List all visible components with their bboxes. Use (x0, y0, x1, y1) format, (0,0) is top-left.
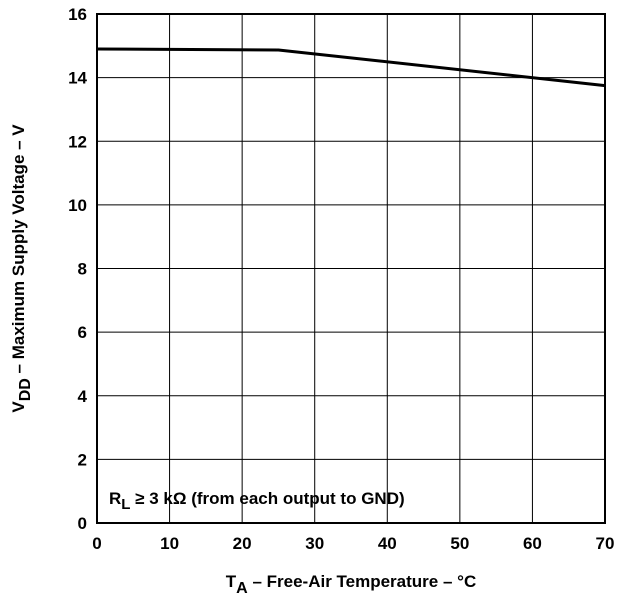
x-tick-label: 10 (160, 534, 179, 553)
series-layer (96, 47, 606, 88)
annotation-symbol: R (109, 489, 121, 508)
annotation-label: RL ≥ 3 kΩ (from each output to GND) (109, 489, 405, 513)
y-axis-text: – Maximum Supply Voltage – V (9, 124, 28, 378)
y-tick-label: 14 (68, 69, 87, 88)
x-tick-label: 40 (378, 534, 397, 553)
x-axis-title: TA – Free-Air Temperature – °C (226, 572, 476, 597)
y-axis-subscript: DD (17, 378, 34, 401)
y-tick-label: 10 (68, 196, 87, 215)
y-tick-label: 16 (68, 5, 87, 24)
y-tick-label: 6 (78, 323, 87, 342)
x-tick-label: 70 (596, 534, 615, 553)
x-axis-symbol: T (226, 572, 237, 591)
tick-labels: 0 10 20 30 40 50 60 70 0 2 4 6 8 10 12 14 16 (68, 5, 614, 553)
x-axis-text: – Free-Air Temperature – °C (248, 572, 477, 591)
annotation-subscript: L (121, 496, 130, 513)
y-tick-label: 4 (78, 387, 88, 406)
plot-area-frame (96, 13, 606, 524)
y-axis-title: VDD – Maximum Supply Voltage – V (9, 124, 34, 413)
grid (96, 13, 606, 524)
x-tick-label: 20 (233, 534, 252, 553)
y-tick-label: 2 (78, 450, 87, 469)
x-tick-label: 60 (523, 534, 542, 553)
annotation-text: ≥ 3 kΩ (from each output to GND) (130, 489, 404, 508)
series-line (96, 47, 606, 88)
y-axis-symbol: V (9, 401, 28, 413)
x-axis-subscript: A (236, 580, 248, 597)
y-tick-label: 0 (78, 514, 87, 533)
x-tick-label: 50 (450, 534, 469, 553)
x-tick-label: 0 (92, 534, 101, 553)
x-tick-label: 30 (305, 534, 324, 553)
y-tick-label: 8 (78, 260, 87, 279)
y-tick-label: 12 (68, 132, 87, 151)
